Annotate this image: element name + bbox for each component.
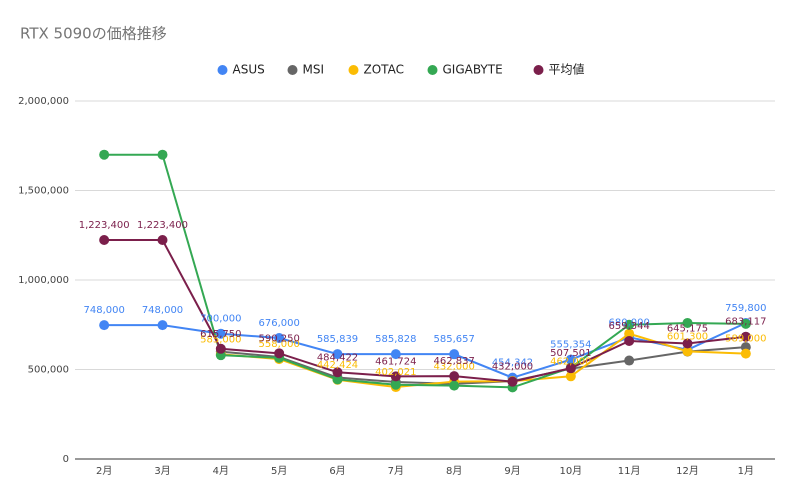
legend-label: 平均値 [549, 62, 585, 77]
y-tick-label: 1,000,000 [18, 275, 69, 286]
data-label: 558,000 [258, 339, 299, 350]
data-label: 585,000 [200, 334, 241, 345]
x-tick-label: 1月 [738, 465, 754, 477]
data-point [99, 149, 110, 160]
data-point [332, 349, 343, 360]
y-tick-label: 2,000,000 [18, 96, 69, 107]
data-point [565, 371, 576, 382]
data-label: 402,021 [375, 367, 416, 378]
legend-label: ASUS [233, 63, 265, 77]
x-tick-label: 7月 [388, 465, 404, 477]
data-label: 454,342 [492, 358, 533, 369]
x-tick-label: 10月 [559, 465, 582, 477]
data-point [624, 335, 635, 346]
legend-marker [287, 65, 298, 75]
chart-title: RTX 5090の価格推移 [20, 25, 167, 43]
x-tick-label: 3月 [154, 465, 170, 477]
series-line [104, 239, 746, 383]
data-label: 462,000 [550, 356, 591, 367]
data-label: 432,000 [492, 362, 533, 373]
data-point [624, 355, 635, 366]
data-label: 645,175 [667, 324, 708, 335]
y-tick-label: 0 [63, 454, 69, 465]
data-point [99, 235, 110, 246]
data-point [449, 349, 460, 360]
data-label: 680,000 [608, 317, 649, 328]
data-point [449, 371, 460, 382]
data-point [157, 235, 168, 246]
data-point [390, 371, 401, 382]
data-point [449, 380, 460, 391]
data-point [332, 367, 343, 378]
x-tick-label: 4月 [213, 465, 229, 477]
legend-marker [348, 65, 359, 75]
data-label: 748,000 [142, 305, 183, 316]
data-label: 555,354 [550, 340, 591, 351]
x-tick-label: 9月 [504, 465, 520, 477]
data-point [682, 317, 693, 328]
series-line [220, 346, 746, 385]
legend-marker [533, 65, 544, 75]
data-point [215, 328, 226, 339]
x-tick-label: 11月 [618, 465, 641, 477]
data-label: 442,424 [317, 360, 358, 371]
data-label: 484,422 [317, 352, 358, 363]
data-label: 659,344 [608, 321, 649, 332]
data-point [157, 149, 168, 160]
data-point [390, 349, 401, 360]
data-label: 615,750 [200, 329, 241, 340]
data-point [565, 354, 576, 365]
data-label: 748,000 [83, 305, 124, 316]
x-tick-label: 12月 [676, 465, 699, 477]
data-label: 601,300 [667, 331, 708, 342]
data-point [274, 332, 285, 343]
data-label: 585,657 [433, 334, 474, 345]
legend-label: ZOTAC [364, 63, 404, 77]
data-label: 683,117 [725, 317, 766, 328]
data-label: 432,000 [433, 362, 474, 373]
x-tick-label: 2月 [96, 465, 112, 477]
data-point [740, 348, 751, 359]
data-label: 585,828 [375, 334, 416, 345]
data-point [682, 338, 693, 349]
data-point [99, 320, 110, 331]
data-point [390, 379, 401, 390]
x-tick-label: 8月 [446, 465, 462, 477]
data-label: 462,837 [433, 356, 474, 367]
data-point [565, 363, 576, 374]
data-point [740, 318, 751, 329]
data-label: 1,223,400 [79, 220, 130, 231]
legend-marker [217, 65, 228, 75]
data-point [682, 346, 693, 357]
data-label: 700,000 [200, 314, 241, 325]
data-point [332, 374, 343, 385]
data-point [274, 348, 285, 359]
data-point [624, 319, 635, 330]
data-point [507, 376, 518, 387]
y-tick-label: 1,500,000 [18, 186, 69, 197]
data-label: 759,800 [725, 303, 766, 314]
data-label: 590,250 [258, 333, 299, 344]
data-point [740, 331, 751, 342]
data-label: 1,223,400 [137, 220, 188, 231]
x-tick-label: 6月 [329, 465, 345, 477]
x-tick-label: 5月 [271, 465, 287, 477]
data-label: 507,501 [550, 348, 591, 359]
data-label: 585,839 [317, 334, 358, 345]
series-line [104, 153, 746, 389]
legend-label: MSI [303, 63, 325, 77]
y-tick-label: 500,000 [28, 365, 69, 376]
data-label: 676,000 [258, 318, 299, 329]
legend-marker [427, 65, 438, 75]
data-point [215, 343, 226, 354]
data-label: 589,000 [725, 334, 766, 345]
data-point [157, 320, 168, 331]
data-point [624, 328, 635, 339]
data-label: 461,724 [375, 356, 416, 367]
legend-label: GIGABYTE [443, 63, 503, 77]
